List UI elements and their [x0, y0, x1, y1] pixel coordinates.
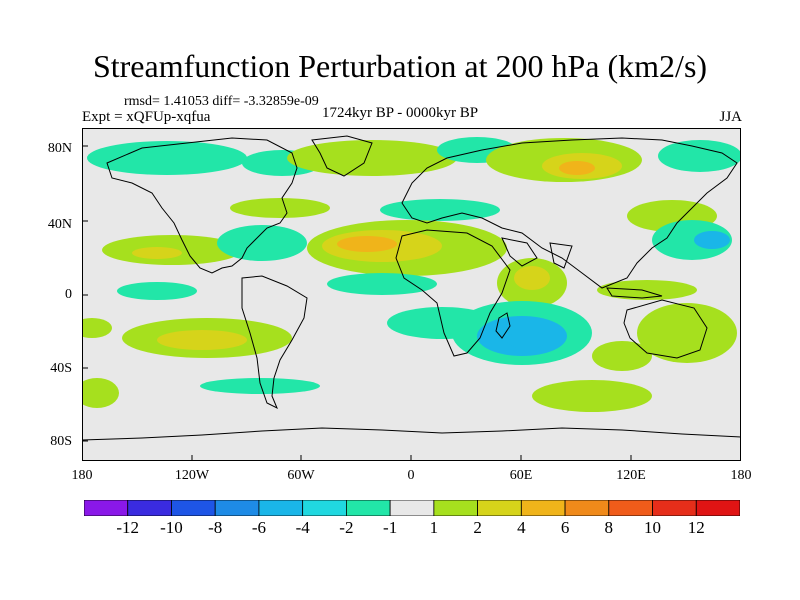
colorbar-label: -10 [160, 518, 183, 537]
colorbar-label: -8 [208, 518, 223, 537]
colorbar-swatch [477, 500, 522, 516]
coastline-africa [395, 229, 511, 357]
colorbar-swatch [214, 500, 260, 516]
experiment-label: Expt = xQFUp-xqfua [82, 109, 211, 125]
colorbar-swatch [84, 500, 129, 516]
colorbar [84, 500, 740, 516]
stats-label: rmsd= 1.41053 diff= -3.32859e-09 [124, 94, 319, 109]
colorbar-swatch [652, 500, 697, 516]
anomaly-region [287, 140, 457, 176]
anomaly-region [592, 341, 652, 371]
anomaly-region [337, 236, 397, 252]
x-tick-label: 0 [407, 468, 415, 483]
anomaly-region [694, 231, 730, 249]
colorbar-label: 6 [560, 518, 570, 537]
x-tick-label: 180 [71, 468, 93, 483]
coastline-australia [623, 299, 708, 359]
season-label: JJA [719, 109, 742, 125]
coastline-eurasia [401, 137, 738, 289]
coastline-india [549, 242, 573, 269]
anomaly-region [532, 380, 652, 412]
colorbar-swatch [258, 500, 304, 516]
colorbar-swatch [520, 500, 566, 516]
anomaly-region [230, 198, 330, 218]
coastline-south-america [241, 275, 308, 410]
y-tick-label: 80S [50, 434, 72, 449]
anomaly-region [117, 282, 197, 300]
anomaly-region [597, 280, 697, 300]
y-tick-label: 40N [47, 217, 72, 232]
x-tick-label: 180 [730, 468, 752, 483]
anomaly-region [82, 318, 112, 338]
anomaly-region [637, 303, 737, 363]
colorbar-label: -6 [251, 518, 267, 537]
colorbar-swatch [433, 500, 479, 516]
colorbar-swatch [389, 500, 435, 516]
colorbar-label: 12 [687, 518, 705, 537]
colorbar-swatch [345, 500, 391, 516]
colorbar-swatch [695, 500, 740, 516]
anomaly-region [507, 331, 547, 349]
coastline-greenland [311, 135, 373, 177]
y-tick-label: 0 [65, 287, 72, 302]
coastline-madagascar [495, 312, 511, 339]
colorbar-label: 2 [473, 518, 482, 537]
colorbar-label: 1 [429, 518, 439, 537]
period-label: 1724kyr BP - 0000kyr BP [322, 105, 479, 121]
x-tick-label: 120E [616, 468, 646, 483]
coastline-indonesia [606, 287, 663, 299]
colorbar-swatch [564, 500, 610, 516]
coastline-north-america [106, 137, 298, 274]
ticks [82, 145, 632, 461]
colorbar-label: 4 [517, 518, 526, 537]
coastline-arabia [501, 237, 538, 267]
map-plot [82, 128, 741, 461]
anomaly-fields [82, 137, 741, 412]
colorbar-label: -2 [339, 518, 354, 537]
colorbar-label: -12 [116, 518, 140, 537]
colorbar-label: -4 [295, 518, 310, 537]
coastline-antarctica [82, 427, 741, 441]
anomaly-region [217, 225, 307, 261]
anomaly-region [658, 140, 741, 172]
x-tick-label: 60E [509, 468, 533, 483]
colorbar-label: 10 [644, 518, 662, 537]
anomaly-region [157, 330, 247, 350]
anomaly-region [327, 273, 437, 295]
colorbar-swatch [608, 500, 653, 516]
colorbar-swatch [302, 500, 347, 516]
anomaly-region [132, 247, 182, 259]
y-tick-label: 40S [50, 361, 72, 376]
y-tick-label: 80N [47, 141, 72, 156]
x-tick-label: 60W [287, 468, 315, 483]
anomaly-region [87, 141, 247, 175]
anomaly-region [514, 266, 550, 290]
colorbar-swatch [127, 500, 172, 516]
plot-title: Streamfunction Perturbation at 200 hPa (… [92, 48, 708, 84]
anomaly-region [82, 378, 119, 408]
colorbar-label: -1 [383, 518, 398, 537]
colorbar-swatch [171, 500, 216, 516]
anomaly-region [559, 161, 595, 175]
x-tick-label: 120W [174, 468, 210, 483]
anomaly-region [200, 378, 320, 394]
colorbar-label: 8 [604, 518, 614, 537]
coastlines [82, 135, 741, 441]
